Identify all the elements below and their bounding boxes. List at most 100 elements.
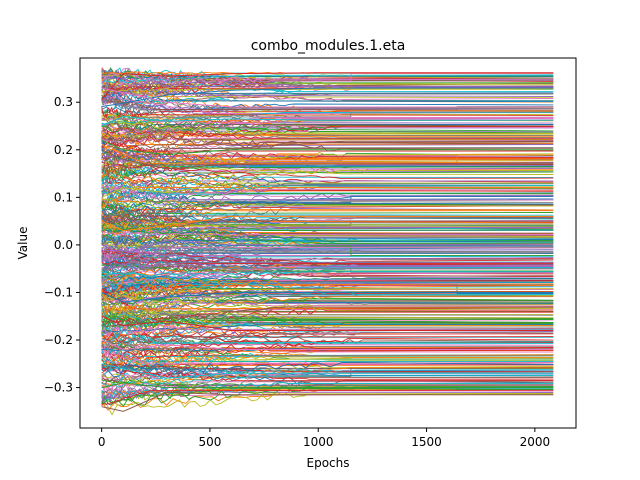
- series-line-5: [101, 149, 554, 170]
- series-line: [101, 303, 554, 316]
- series-line: [101, 274, 554, 289]
- series-line: [101, 314, 554, 329]
- series-line: [101, 293, 554, 311]
- series-line: [101, 209, 554, 233]
- series-line: [101, 169, 554, 194]
- series-line: [101, 114, 554, 135]
- y-axis-label: Value: [16, 227, 30, 260]
- series-line: [101, 331, 554, 350]
- series-line: [101, 230, 554, 255]
- series-lines: [101, 67, 554, 416]
- series-line: [101, 185, 554, 205]
- series-line: [101, 121, 554, 133]
- plot-frame: [79, 57, 577, 429]
- series-line: [101, 343, 554, 351]
- y-tick-label: 0.1: [54, 190, 73, 204]
- series-line-4: [101, 139, 554, 156]
- series-line: [101, 124, 554, 150]
- series-line-1: [101, 72, 554, 101]
- series-line-10: [101, 292, 554, 303]
- series-line-14: [101, 382, 554, 389]
- series-line: [101, 205, 554, 226]
- series-line: [101, 243, 554, 262]
- series-line: [101, 274, 554, 281]
- series-line: [101, 103, 554, 113]
- series-line: [101, 231, 554, 236]
- series-line: [101, 133, 554, 152]
- series-line: [101, 343, 554, 350]
- series-line: [101, 339, 554, 357]
- series-line: [101, 306, 554, 327]
- series-line-6: [101, 182, 554, 198]
- series-line: [101, 74, 554, 88]
- series-line: [101, 287, 554, 310]
- series-line: [101, 307, 554, 328]
- series-line: [101, 148, 554, 161]
- series-line: [101, 367, 554, 380]
- x-tick-label: 500: [199, 435, 222, 449]
- series-line: [101, 166, 554, 184]
- series-line-9: [101, 263, 554, 274]
- series-line: [101, 238, 554, 260]
- series-line: [101, 161, 554, 179]
- series-line-13: [101, 363, 554, 379]
- series-line: [101, 337, 554, 361]
- series-line: [101, 267, 554, 291]
- series-line-3: [101, 115, 554, 127]
- x-tick-label: 1500: [411, 435, 442, 449]
- series-line: [101, 270, 554, 277]
- series-line-0: [101, 87, 554, 107]
- series-line: [101, 234, 554, 244]
- series-line: [101, 133, 554, 141]
- series-line: [101, 117, 554, 136]
- series-line: [101, 249, 554, 265]
- series-line: [101, 217, 554, 241]
- series-line: [101, 363, 554, 382]
- series-line: [101, 270, 554, 288]
- series-line: [101, 184, 554, 201]
- series-line: [101, 389, 554, 406]
- series-line: [101, 87, 554, 94]
- series-line: [101, 379, 554, 403]
- series-line: [101, 346, 554, 365]
- y-tick-label: −0.2: [44, 333, 73, 347]
- series-line: [101, 122, 554, 132]
- series-line: [101, 72, 554, 96]
- x-axis: 0 500 1000 1500 2000: [98, 428, 550, 449]
- series-line: [101, 146, 554, 166]
- series-line-11: [101, 315, 554, 331]
- y-tick-label: 0.3: [54, 95, 73, 109]
- y-tick-label: 0.0: [54, 238, 73, 252]
- series-line: [101, 361, 554, 378]
- y-tick-label: −0.1: [44, 285, 73, 299]
- series-line: [101, 255, 554, 270]
- series-line: [101, 143, 554, 164]
- series-line: [101, 164, 554, 180]
- x-tick-label: 2000: [520, 435, 551, 449]
- series-line: [101, 117, 554, 129]
- series-line: [101, 125, 554, 148]
- series-line-7: [101, 215, 554, 232]
- series-line: [101, 273, 554, 284]
- x-axis-label: Epochs: [307, 456, 350, 470]
- series-line: [101, 353, 554, 368]
- series-line: [101, 375, 554, 388]
- series-line: [101, 234, 554, 260]
- series-line: [101, 145, 554, 173]
- series-line: [101, 94, 554, 118]
- y-tick-label: −0.3: [44, 381, 73, 395]
- series-line: [101, 374, 554, 396]
- x-tick-label: 0: [98, 435, 106, 449]
- x-tick-label: 1000: [303, 435, 334, 449]
- series-line: [101, 119, 554, 139]
- series-line: [101, 106, 554, 120]
- series-line-8: [101, 239, 554, 255]
- series-line: [101, 140, 554, 160]
- series-line: [101, 174, 554, 195]
- series-line: [101, 164, 554, 185]
- series-line: [101, 226, 554, 247]
- series-line-15: [101, 391, 554, 412]
- series-line: [101, 183, 554, 202]
- series-line-12: [101, 339, 554, 351]
